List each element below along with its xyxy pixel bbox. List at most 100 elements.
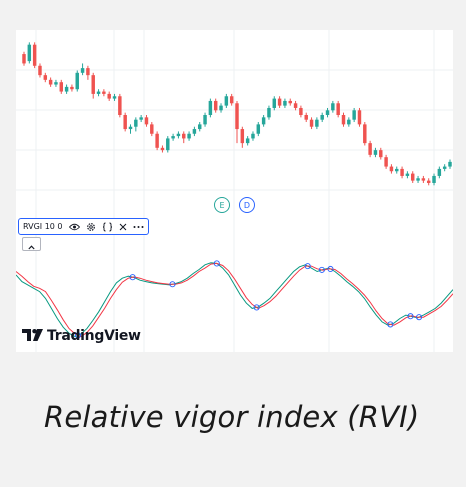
candle-body [293,103,298,108]
earnings-event-label: E [219,200,225,210]
chart-card: E D RVGI 10 0 TradingView [16,30,453,352]
candle-body [229,96,234,104]
candle-body [357,110,362,125]
candle-body [166,138,170,151]
candle-body [38,65,42,76]
crossover-marker [318,266,325,273]
candle-body [91,75,95,94]
earnings-event-badge[interactable]: E [214,197,230,213]
candle-body [224,96,229,106]
candle-body [107,93,111,99]
candle-body [160,147,165,151]
crossover-marker [74,332,82,339]
candle-body [187,133,191,139]
rvi-pane [16,260,453,339]
candle-body [315,119,319,127]
candle-body [325,110,330,115]
candle-body [432,175,436,183]
candle-body [416,178,420,181]
candle-body [240,129,245,144]
indicator-legend[interactable]: RVGI 10 0 [18,218,149,235]
candle-body [389,166,394,172]
more-icon[interactable] [133,225,144,229]
eye-icon[interactable] [68,223,80,231]
candle-body [442,166,447,169]
candle-body [368,143,372,155]
candle-body [70,86,74,90]
candle-body [75,72,79,90]
crossover-marker [304,263,311,270]
candle-body [437,168,442,176]
candle-body [182,133,186,139]
tradingview-mark-icon [22,326,44,345]
candle-body [341,115,346,125]
candle-body [123,115,127,130]
candle-body [347,119,351,125]
candle-body [176,133,181,137]
candle-body [352,110,356,120]
crossover-marker [327,265,334,273]
chart-canvas[interactable] [16,30,453,352]
chart-grid [16,30,453,352]
candle-body [299,107,303,115]
candle-body [43,75,48,80]
candle-body [400,168,404,176]
candle-body [150,124,154,134]
crossover-marker [387,321,394,328]
candle-body [197,124,202,130]
candle-body [139,117,143,120]
candle-body [256,124,261,134]
candle-body [283,100,287,106]
candle-body [304,115,308,120]
dividend-event-badge[interactable]: D [239,197,255,213]
candle-body [213,100,218,111]
candle-body [144,117,149,125]
candle-body [373,150,378,155]
candle-body [410,173,415,181]
candle-body [267,107,271,118]
candle-body [245,138,250,144]
chevron-up-icon [28,235,35,254]
crossover-marker [213,260,220,267]
brand-name: TradingView [47,327,141,344]
crossover-marker [407,313,414,320]
candle-body [102,91,106,94]
candle-body [379,150,383,158]
candle-body [80,68,85,73]
candle-body [384,157,388,167]
candle-body [421,178,426,181]
candle-body [54,82,58,85]
close-icon[interactable] [119,223,127,231]
chart-caption: Relative vigor index (RVI) [44,400,420,434]
candle-body [32,44,37,66]
settings-icon[interactable] [86,222,96,232]
candle-body [426,180,431,183]
candle-body [112,96,117,99]
dividend-event-label: D [243,200,251,210]
crossover-marker [169,281,176,288]
crossover-marker [253,304,260,311]
candle-body [235,103,239,130]
crossover-marker [129,274,136,281]
candle-body [86,68,90,76]
candle-body [219,105,223,111]
candle-body [48,79,53,85]
candle-body [155,133,159,148]
candle-body [208,100,213,115]
tradingview-logo: TradingView [22,326,141,345]
candle-body [363,124,367,144]
candle-body [336,103,340,115]
source-code-icon[interactable] [102,222,113,232]
candle-body [64,86,69,92]
crossover-marker [415,314,423,321]
collapse-pane-button[interactable] [22,237,41,251]
candle-body [134,119,138,127]
candle-body [261,117,266,125]
candle-body [59,82,64,92]
rvi-line [16,262,453,338]
candle-body [272,98,277,108]
candle-body [320,115,324,120]
indicator-legend-label: RVGI 10 0 [23,222,63,231]
candle-body [118,96,122,115]
candle-body [251,133,255,139]
